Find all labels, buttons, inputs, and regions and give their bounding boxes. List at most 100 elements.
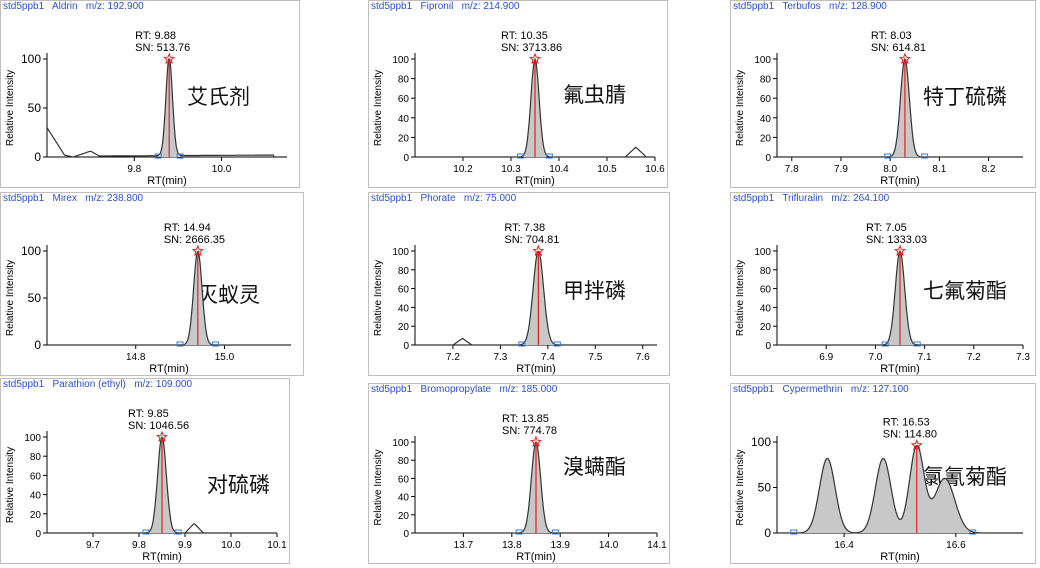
x-tick-label: 9.7 [86, 540, 100, 551]
sn-annotation-value: 1333.03 [887, 234, 927, 246]
header-mz: 192.900 [107, 1, 144, 12]
x-tick-label: 7.6 [636, 352, 650, 363]
apex-star [155, 430, 169, 443]
x-axis-label: RT(min) [147, 175, 187, 187]
sn-annotation-value: 114.80 [904, 428, 937, 440]
y-tick-label: 50 [28, 291, 42, 305]
chromatogram-panel: std5ppb1 Aldrin m/z: 192.900 艾氏剂 0 50 100 9.8… [0, 0, 300, 188]
rt-annotation-label: RT: [128, 408, 147, 420]
x-tick-label: 13.9 [550, 540, 570, 551]
header-mz-label: m/z: [831, 193, 851, 204]
apex-star [532, 244, 545, 257]
x-tick-label: 7.5 [588, 352, 602, 363]
rt-annotation-value: 16.53 [902, 416, 930, 428]
compound-name-cn: 七氟菊酯 [923, 279, 1007, 303]
sn-annotation-value: 774.78 [523, 425, 557, 437]
peak-area [887, 59, 925, 157]
chromatogram-svg: 0 20 40 60 80 100 7.8 7.9 8.0 8.1 8.2 RT(min) Relati… [735, 30, 1023, 187]
header-mz: 185.000 [521, 384, 558, 395]
chromatogram-trace [777, 444, 1023, 534]
rt-annotation: RT: 10.35 [501, 30, 548, 42]
header-mz: 127.100 [872, 384, 909, 395]
x-tick-label: 10.5 [597, 164, 617, 175]
header-compound: Cypermethrin [782, 384, 843, 395]
sn-annotation: SN: 2666.35 [164, 234, 225, 246]
x-tick-label: 7.9 [834, 164, 848, 175]
y-tick-label: 0 [403, 153, 409, 164]
rt-annotation-label: RT: [504, 222, 523, 234]
y-axis-label: Relative Intensity [735, 449, 746, 525]
compound-name-cn: 灭蚁灵 [197, 283, 260, 307]
baseline-marker [518, 341, 526, 347]
rt-annotation: RT: 9.88 [135, 30, 176, 42]
rt-annotation-value: 13.85 [521, 413, 549, 425]
x-tick-label: 9.9 [178, 540, 192, 551]
peak-area [793, 445, 973, 533]
y-tick-label: 20 [398, 511, 410, 522]
rt-annotation-label: RT: [883, 416, 902, 428]
y-tick-label: 0 [403, 341, 409, 352]
y-tick-label: 100 [392, 247, 409, 258]
compound-name-cn: 对硫磷 [207, 473, 270, 497]
header-mz-label: m/z: [829, 1, 848, 12]
x-axis-label: RT(min) [142, 551, 182, 563]
rt-annotation-label: RT: [502, 413, 521, 425]
apex-star [910, 439, 923, 451]
x-tick-label: 8.0 [883, 164, 897, 175]
header-label: std5ppb1 [371, 193, 413, 204]
y-tick-label: 50 [758, 481, 772, 495]
header-compound: Phorate [420, 193, 456, 204]
sn-annotation-label: SN: [504, 234, 525, 246]
x-axis-label: RT(min) [149, 363, 189, 375]
y-tick-label: 80 [760, 266, 772, 277]
header-label: std5ppb1 [733, 384, 775, 395]
baseline-marker [790, 529, 798, 535]
y-tick-label: 40 [398, 303, 410, 314]
panel-header: std5ppb1 Parathion (ethyl) m/z: 109.000 [3, 379, 192, 390]
rt-annotation-label: RT: [164, 222, 183, 234]
x-tick-label: 7.1 [918, 352, 932, 363]
y-tick-label: 60 [760, 285, 772, 296]
rt-annotation: RT: 13.85 [502, 413, 549, 425]
header-mz-label: m/z: [463, 193, 483, 204]
header-mz: 264.100 [853, 193, 890, 204]
baseline-marker [212, 341, 220, 347]
rt-annotation: RT: 8.03 [871, 30, 912, 42]
header-compound: Bromopropylate [420, 384, 492, 395]
sn-annotation-value: 704.81 [526, 234, 560, 246]
x-tick-label: 10.0 [221, 540, 241, 551]
y-tick-label: 0 [764, 526, 771, 540]
y-axis-label: Relative Intensity [735, 260, 746, 336]
x-tick-label: 13.7 [454, 540, 474, 551]
y-tick-label: 50 [28, 101, 42, 115]
y-tick-label: 20 [760, 322, 772, 333]
x-tick-label: 8.2 [982, 164, 996, 175]
x-tick-label: 7.2 [446, 352, 460, 363]
x-tick-label: 7.3 [493, 352, 507, 363]
chromatogram-svg: 0 20 40 60 80 100 6.9 7.0 7.1 7.2 7.3 RT(min) Relati… [735, 222, 1030, 375]
header-label: std5ppb1 [733, 193, 775, 204]
sn-annotation-label: SN: [866, 234, 887, 246]
panel-header: std5ppb1 Terbufos m/z: 128.900 [733, 1, 887, 12]
chromatogram-svg: 0 20 40 60 80 100 9.7 9.8 9.9 10.0 10.1 RT(min) Rela… [5, 408, 287, 563]
x-tick-label: 7.8 [785, 164, 799, 175]
y-tick-label: 80 [30, 452, 42, 463]
x-tick-label: 10.4 [549, 164, 569, 175]
rt-annotation: RT: 16.53 [883, 416, 930, 428]
y-tick-label: 40 [760, 303, 772, 314]
y-axis-label: Relative Intensity [735, 70, 746, 146]
y-tick-label: 100 [754, 55, 771, 66]
x-axis-label: RT(min) [880, 363, 920, 375]
y-tick-label: 60 [30, 471, 42, 482]
header-label: std5ppb1 [3, 193, 45, 204]
rt-annotation-value: 10.35 [520, 30, 548, 42]
y-tick-label: 60 [398, 474, 410, 485]
baseline-marker [553, 341, 561, 347]
x-tick-label: 16.6 [946, 540, 966, 551]
header-compound: Fipronil [420, 1, 454, 12]
header-mz-label: m/z: [85, 1, 105, 12]
chromatogram-svg: 0 50 100 14.8 15.0 RT(min) Relative Intensity R… [5, 222, 291, 375]
header-mz-label: m/z: [850, 384, 870, 395]
y-tick-label: 100 [751, 435, 771, 449]
compound-name-cn: 溴螨酯 [563, 455, 626, 479]
